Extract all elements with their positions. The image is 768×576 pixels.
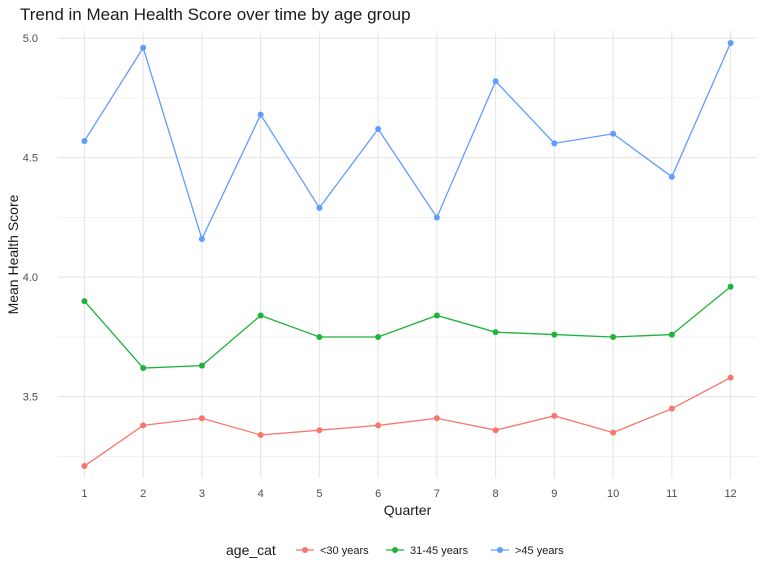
y-tick-label: 5.0 [23,33,38,45]
legend-key-point [302,547,308,553]
x-tick-label: 3 [199,488,205,500]
legend-key-point [497,547,503,553]
legend-item-label: 31-45 years [410,545,469,557]
x-tick-label: 5 [316,488,322,500]
data-point [140,44,147,51]
data-point [433,312,440,319]
series-line-1 [83,286,731,369]
x-tick-label: 6 [375,488,381,500]
legend-key-point [392,547,398,553]
data-point [492,329,499,336]
legend-layer: age_cat <30 years 31-45 years >45 years [226,542,564,558]
y-axis-label: Mean Health Score [5,194,21,314]
y-tick-label: 3.5 [23,392,38,404]
x-tick-label: 1 [81,488,87,500]
data-point [81,137,88,144]
x-tick-label: 4 [258,488,264,500]
series-line-0 [84,377,731,467]
data-point [610,429,617,436]
data-point [433,214,440,221]
data-point [610,130,617,137]
data-point [727,283,734,290]
data-point [551,412,558,419]
y-tick-label: 4.0 [23,272,38,284]
data-point [198,362,205,369]
data-point [257,111,264,118]
data-point [551,140,558,147]
x-tick-label: 2 [140,488,146,500]
x-tick-label: 10 [607,488,619,500]
x-tick-label: 11 [666,488,677,500]
data-point [668,331,675,338]
data-point [81,463,88,470]
data-point [81,298,88,305]
x-axis-label: Quarter [384,502,432,518]
data-point [668,173,675,180]
grid-layer [58,31,757,478]
data-point [551,331,558,338]
data-point [257,431,264,438]
legend-item-label: >45 years [515,545,564,557]
series-line-2 [83,42,732,241]
data-point [198,235,205,242]
legend-item-label: <30 years [320,545,369,557]
data-point [375,422,382,429]
data-point [140,365,147,372]
data-point [668,405,675,412]
data-point [727,39,734,46]
x-tick-label: 9 [551,488,557,500]
data-point [727,374,734,381]
data-point [492,78,499,85]
data-point [610,333,617,340]
data-point [140,422,147,429]
data-point [492,427,499,434]
data-point [198,415,205,422]
x-tick-label: 8 [493,488,499,500]
data-point [316,333,323,340]
y-tick-label: 4.5 [23,153,38,165]
x-tick-label: 7 [434,488,440,500]
chart-title: Trend in Mean Health Score over time by … [20,5,411,24]
data-point [316,204,323,211]
series-layer [81,39,734,470]
legend-title: age_cat [226,542,276,558]
data-point [257,312,264,319]
x-tick-label: 12 [724,488,736,500]
data-point [433,415,440,422]
data-point [375,126,382,133]
data-point [375,333,382,340]
data-point [316,427,323,434]
